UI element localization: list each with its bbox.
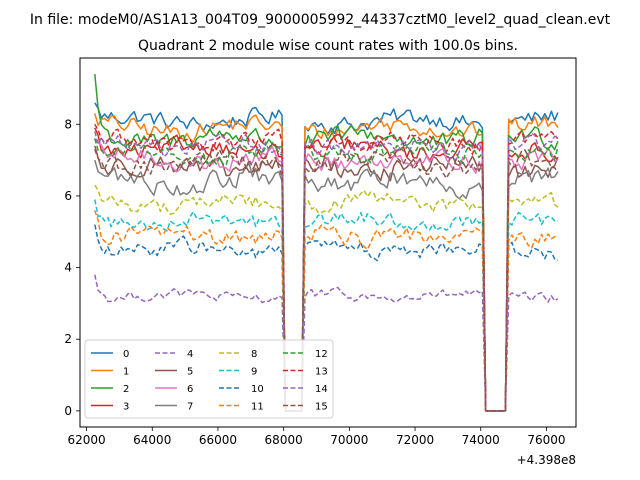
legend-label: 13 (315, 367, 328, 378)
x-tick-label: 62000 (67, 433, 105, 447)
x-axis-offset-label: +4.398e8 (517, 453, 576, 467)
legend-label: 8 (251, 349, 257, 360)
legend-label: 11 (251, 402, 264, 413)
y-tick-label: 0 (64, 404, 72, 418)
legend-label: 0 (123, 349, 129, 360)
series-line-1 (94, 113, 559, 412)
series-line-4 (94, 274, 559, 412)
legend-label: 4 (187, 349, 193, 360)
chart-title: Quadrant 2 module wise count rates with … (138, 38, 518, 54)
series-line-11 (94, 210, 559, 412)
x-tick-label: 70000 (330, 433, 368, 447)
legend-label: 15 (315, 402, 328, 413)
x-tick-label: 74000 (462, 433, 500, 447)
x-axis: 62000 64000 66000 68000 70000 72000 74000 76000 (67, 427, 566, 447)
legend-label: 2 (123, 384, 129, 395)
plot-frame (79, 57, 577, 428)
series-line-7 (94, 159, 559, 412)
y-axis: 0 2 4 6 8 (64, 117, 80, 418)
legend-label: 6 (187, 384, 193, 395)
legend-box (84, 339, 334, 419)
series-line-8 (94, 184, 559, 412)
figure-suptitle: In file: modeM0/AS1A13_004T09_9000005992… (30, 12, 611, 28)
series-line-2 (94, 74, 559, 412)
legend-label: 9 (251, 367, 257, 378)
series-line-12 (94, 138, 559, 412)
legend-label: 12 (315, 349, 328, 360)
y-tick-label: 8 (64, 117, 72, 131)
x-tick-label: 66000 (199, 433, 237, 447)
series-line-10 (94, 224, 559, 412)
x-tick-label: 72000 (396, 433, 434, 447)
series-line-3 (94, 127, 559, 412)
series-lines (94, 74, 559, 412)
legend-label: 7 (187, 402, 193, 413)
x-tick-label: 64000 (133, 433, 171, 447)
legend-label: 5 (187, 367, 193, 378)
series-line-15 (94, 149, 559, 412)
x-tick-label: 76000 (527, 433, 565, 447)
y-tick-label: 4 (64, 261, 72, 275)
series-line-14 (94, 131, 558, 412)
legend-label: 14 (315, 384, 328, 395)
y-tick-label: 6 (64, 189, 72, 203)
series-line-9 (94, 199, 558, 412)
legend-label: 1 (123, 367, 129, 378)
legend-label: 10 (251, 384, 264, 395)
legend-label: 3 (123, 402, 129, 413)
y-tick-label: 2 (64, 332, 72, 346)
x-tick-label: 68000 (265, 433, 303, 447)
